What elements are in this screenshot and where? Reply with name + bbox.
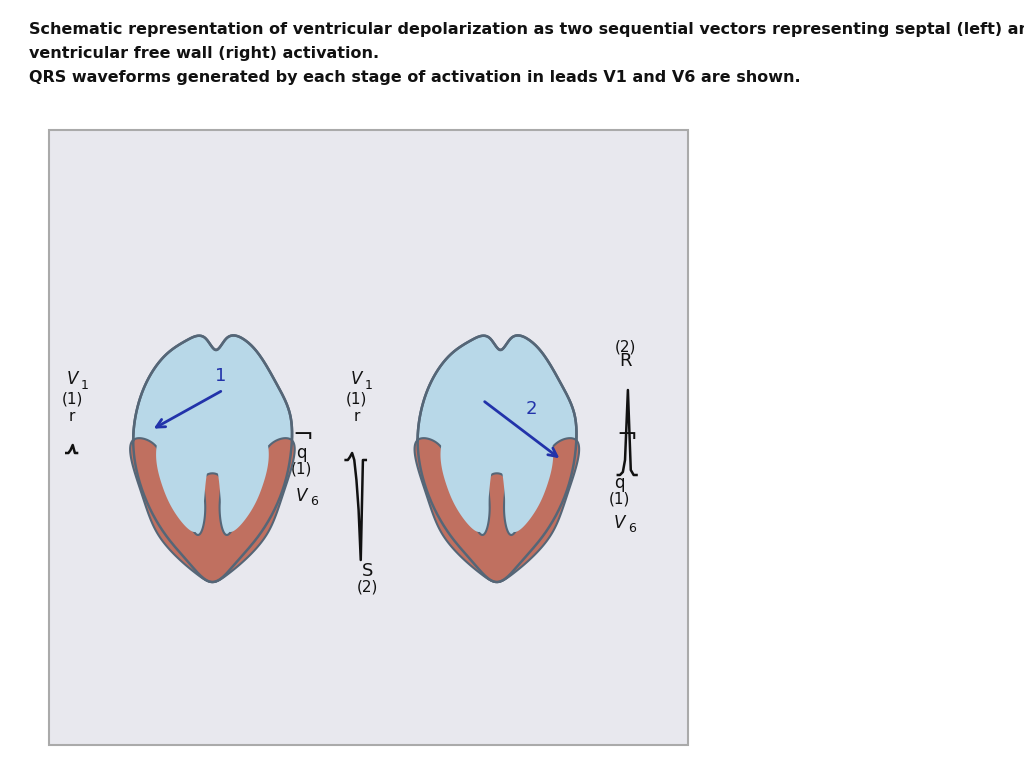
Text: (1): (1)	[608, 492, 630, 507]
Text: (1): (1)	[290, 462, 311, 477]
Text: ¬: ¬	[292, 423, 313, 447]
Text: 6: 6	[309, 495, 317, 508]
Text: 6: 6	[628, 522, 636, 535]
Polygon shape	[156, 428, 210, 532]
Text: (1): (1)	[346, 392, 368, 407]
Polygon shape	[418, 336, 577, 582]
Text: 1: 1	[366, 379, 373, 392]
Text: Schematic representation of ventricular depolarization as two sequential vectors: Schematic representation of ventricular …	[29, 22, 1024, 37]
Text: (1): (1)	[61, 392, 83, 407]
Text: S: S	[361, 562, 373, 580]
Text: ventricular free wall (right) activation.: ventricular free wall (right) activation…	[29, 46, 379, 61]
Text: V: V	[613, 514, 625, 532]
Text: V: V	[295, 487, 306, 505]
Polygon shape	[500, 428, 553, 532]
Text: 1: 1	[81, 379, 88, 392]
Text: q: q	[296, 444, 306, 462]
Text: 2: 2	[525, 400, 538, 418]
Polygon shape	[440, 428, 495, 532]
Text: r: r	[353, 409, 359, 424]
Text: R: R	[618, 352, 631, 370]
Polygon shape	[415, 439, 580, 582]
Text: 1: 1	[215, 367, 226, 385]
Text: r: r	[69, 409, 75, 424]
Text: QRS waveforms generated by each stage of activation in leads V1 and V6 are shown: QRS waveforms generated by each stage of…	[29, 70, 801, 85]
Text: q: q	[614, 474, 625, 492]
Text: (2): (2)	[356, 580, 378, 595]
Polygon shape	[130, 439, 295, 582]
Polygon shape	[215, 428, 268, 532]
Polygon shape	[133, 336, 292, 582]
Text: V: V	[351, 370, 362, 388]
Text: V: V	[67, 370, 78, 388]
Text: ¬: ¬	[616, 423, 637, 447]
FancyBboxPatch shape	[49, 130, 688, 745]
Text: (2): (2)	[614, 340, 636, 355]
